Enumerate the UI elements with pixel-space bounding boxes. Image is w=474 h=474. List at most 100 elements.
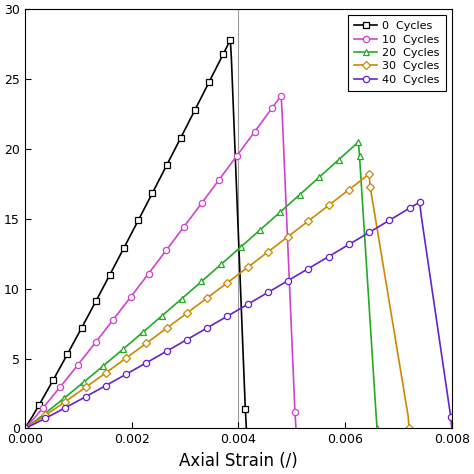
40  Cycles: [154, 354, 159, 360]
10  Cycles: [137, 283, 143, 288]
10  Cycles: [40, 405, 46, 411]
0  Cycles: [64, 351, 70, 357]
40  Cycles: [53, 410, 58, 416]
20  Cycles: [373, 411, 379, 417]
10  Cycles: [278, 93, 284, 99]
20  Cycles: [32, 419, 37, 424]
0  Cycles: [244, 426, 249, 431]
40  Cycles: [194, 331, 200, 337]
10  Cycles: [146, 271, 151, 276]
0  Cycles: [114, 258, 120, 264]
Line: 20  Cycles: 20 Cycles: [22, 139, 380, 431]
20  Cycles: [71, 387, 77, 393]
0  Cycles: [79, 325, 84, 331]
0  Cycles: [185, 121, 191, 127]
30  Cycles: [53, 406, 58, 411]
10  Cycles: [252, 129, 257, 135]
30  Cycles: [42, 412, 48, 418]
0  Cycles: [29, 414, 35, 420]
30  Cycles: [316, 210, 321, 216]
X-axis label: Axial Strain (/): Axial Strain (/): [179, 452, 298, 470]
40  Cycles: [164, 348, 170, 354]
0  Cycles: [228, 56, 234, 62]
0  Cycles: [178, 135, 183, 141]
10  Cycles: [279, 109, 285, 115]
30  Cycles: [214, 288, 220, 293]
40  Cycles: [376, 224, 382, 229]
10  Cycles: [93, 339, 99, 345]
30  Cycles: [275, 241, 281, 247]
0  Cycles: [164, 163, 169, 168]
30  Cycles: [32, 419, 38, 425]
40  Cycles: [144, 360, 149, 365]
20  Cycles: [169, 304, 175, 310]
20  Cycles: [110, 355, 116, 360]
30  Cycles: [356, 179, 362, 185]
40  Cycles: [418, 210, 424, 216]
20  Cycles: [257, 227, 263, 233]
20  Cycles: [374, 426, 380, 431]
30  Cycles: [123, 355, 129, 361]
40  Cycles: [448, 414, 454, 420]
30  Cycles: [164, 325, 170, 331]
40  Cycles: [397, 211, 402, 217]
40  Cycles: [387, 218, 392, 223]
20  Cycles: [238, 244, 244, 250]
20  Cycles: [52, 403, 57, 409]
10  Cycles: [75, 362, 81, 368]
0  Cycles: [50, 377, 56, 383]
20  Cycles: [189, 287, 194, 293]
40  Cycles: [326, 254, 331, 259]
40  Cycles: [22, 426, 28, 431]
10  Cycles: [225, 165, 231, 171]
20  Cycles: [218, 262, 224, 267]
30  Cycles: [366, 171, 372, 177]
0  Cycles: [150, 190, 155, 196]
20  Cycles: [287, 201, 292, 206]
20  Cycles: [356, 139, 361, 145]
0  Cycles: [213, 65, 219, 71]
10  Cycles: [155, 259, 160, 265]
Line: 10  Cycles: 10 Cycles: [22, 93, 299, 431]
30  Cycles: [103, 370, 109, 375]
0  Cycles: [136, 218, 141, 223]
40  Cycles: [366, 229, 372, 235]
20  Cycles: [248, 236, 254, 241]
30  Cycles: [265, 249, 271, 255]
Line: 0  Cycles: 0 Cycles: [22, 37, 249, 431]
0  Cycles: [72, 338, 77, 344]
30  Cycles: [336, 195, 342, 201]
0  Cycles: [199, 93, 205, 99]
10  Cycles: [22, 426, 28, 431]
30  Cycles: [405, 413, 411, 419]
20  Cycles: [267, 218, 273, 224]
40  Cycles: [295, 272, 301, 277]
10  Cycles: [292, 409, 298, 415]
40  Cycles: [265, 290, 271, 295]
40  Cycles: [306, 266, 311, 272]
40  Cycles: [113, 377, 119, 383]
40  Cycles: [83, 394, 89, 400]
40  Cycles: [42, 416, 48, 421]
20  Cycles: [277, 210, 283, 215]
30  Cycles: [255, 257, 261, 263]
20  Cycles: [346, 148, 352, 154]
40  Cycles: [245, 301, 251, 307]
Line: 40  Cycles: 40 Cycles: [22, 199, 455, 431]
30  Cycles: [225, 280, 230, 285]
30  Cycles: [406, 426, 412, 431]
30  Cycles: [235, 272, 240, 278]
0  Cycles: [128, 231, 134, 237]
20  Cycles: [356, 139, 361, 145]
30  Cycles: [83, 384, 89, 390]
30  Cycles: [285, 234, 291, 239]
30  Cycles: [144, 340, 149, 346]
40  Cycles: [184, 337, 190, 342]
40  Cycles: [134, 365, 139, 371]
20  Cycles: [307, 183, 312, 189]
10  Cycles: [164, 247, 169, 253]
0  Cycles: [121, 245, 127, 250]
30  Cycles: [204, 295, 210, 301]
0  Cycles: [57, 364, 63, 370]
30  Cycles: [194, 303, 200, 309]
